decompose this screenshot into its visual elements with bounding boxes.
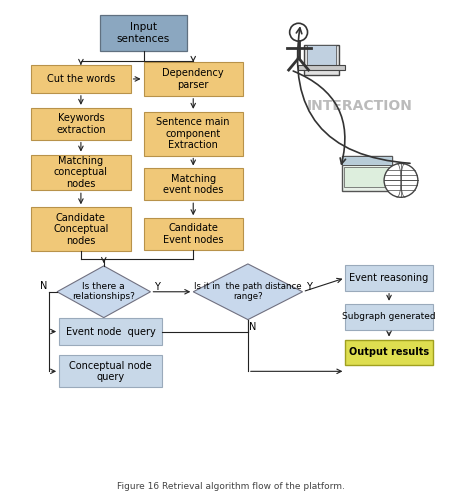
Text: Y: Y xyxy=(154,282,160,292)
Text: Is it in  the path distance
range?: Is it in the path distance range? xyxy=(194,282,302,302)
FancyBboxPatch shape xyxy=(100,16,187,51)
FancyBboxPatch shape xyxy=(59,318,163,345)
Text: Event node  query: Event node query xyxy=(66,326,156,336)
FancyBboxPatch shape xyxy=(31,108,131,140)
Polygon shape xyxy=(193,264,303,320)
Text: Matching
event nodes: Matching event nodes xyxy=(163,174,224,195)
Text: N: N xyxy=(249,322,256,332)
FancyBboxPatch shape xyxy=(344,168,390,188)
Circle shape xyxy=(290,24,308,41)
Text: Matching
conceptual
nodes: Matching conceptual nodes xyxy=(54,156,108,189)
FancyBboxPatch shape xyxy=(144,112,243,156)
FancyBboxPatch shape xyxy=(144,62,243,96)
FancyBboxPatch shape xyxy=(345,304,433,330)
Text: Subgraph generated: Subgraph generated xyxy=(342,312,436,321)
FancyBboxPatch shape xyxy=(144,218,243,250)
FancyBboxPatch shape xyxy=(31,207,131,251)
Text: Figure 16 Retrieval algorithm flow of the platform.: Figure 16 Retrieval algorithm flow of th… xyxy=(117,482,345,491)
Text: Candidate
Conceptual
nodes: Candidate Conceptual nodes xyxy=(53,212,109,246)
FancyBboxPatch shape xyxy=(345,265,433,291)
Text: Output results: Output results xyxy=(349,348,429,358)
Circle shape xyxy=(384,164,418,198)
FancyBboxPatch shape xyxy=(345,340,433,365)
FancyBboxPatch shape xyxy=(342,156,392,166)
Text: Event reasoning: Event reasoning xyxy=(349,273,429,283)
FancyBboxPatch shape xyxy=(31,154,131,190)
Text: N: N xyxy=(41,281,48,291)
Text: Conceptual node
query: Conceptual node query xyxy=(69,360,152,382)
Text: Is there a
relationships?: Is there a relationships? xyxy=(73,282,135,302)
FancyBboxPatch shape xyxy=(298,64,345,70)
FancyBboxPatch shape xyxy=(304,45,340,75)
Text: Sentence main
component
Extraction: Sentence main component Extraction xyxy=(157,117,230,150)
FancyBboxPatch shape xyxy=(31,65,131,93)
Text: Input
sentences: Input sentences xyxy=(117,22,170,44)
FancyBboxPatch shape xyxy=(307,45,336,67)
FancyBboxPatch shape xyxy=(144,168,243,200)
Text: Candidate
Event nodes: Candidate Event nodes xyxy=(163,224,224,245)
Text: INTERACTION: INTERACTION xyxy=(306,99,412,113)
FancyBboxPatch shape xyxy=(59,356,163,387)
Text: Dependency
parser: Dependency parser xyxy=(163,68,224,90)
Polygon shape xyxy=(57,266,151,318)
Text: Y: Y xyxy=(305,282,311,292)
Text: Cut the words: Cut the words xyxy=(47,74,115,84)
FancyBboxPatch shape xyxy=(342,156,392,192)
Text: Keywords
extraction: Keywords extraction xyxy=(56,113,106,134)
